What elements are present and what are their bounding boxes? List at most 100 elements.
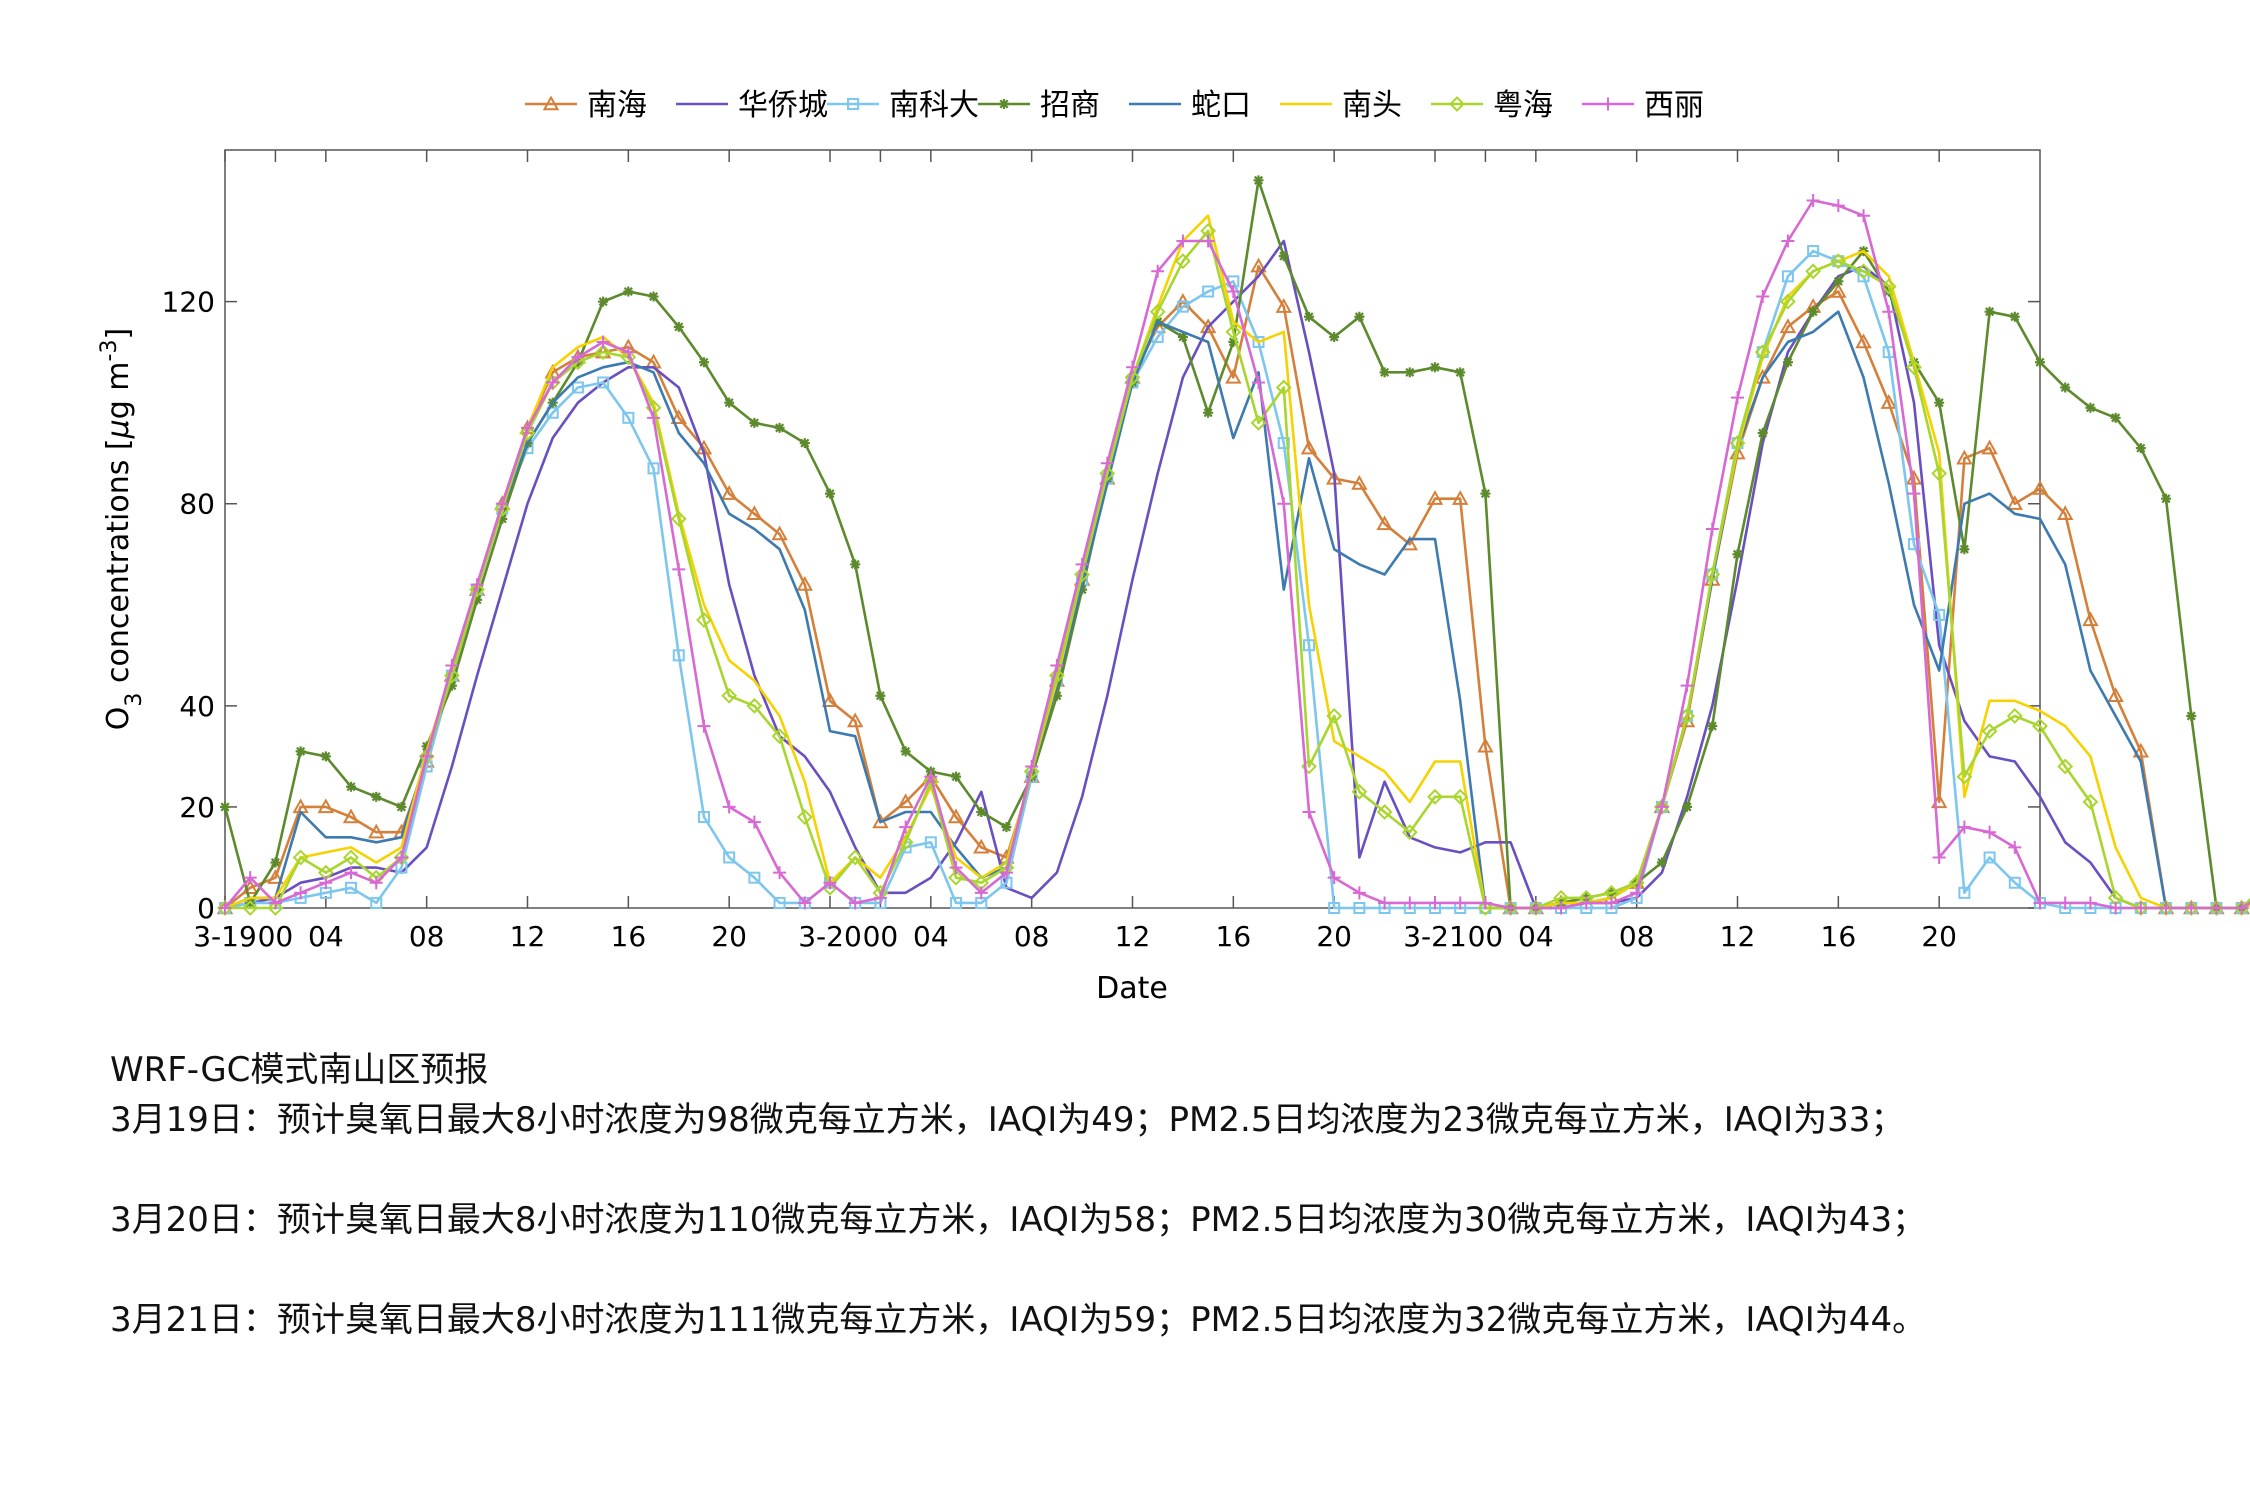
data-point bbox=[346, 781, 357, 792]
data-point bbox=[1426, 490, 1444, 505]
data-point bbox=[1253, 175, 1264, 186]
data-point bbox=[1025, 760, 1039, 774]
data-point bbox=[623, 286, 634, 297]
data-point bbox=[497, 513, 508, 524]
data-point bbox=[774, 422, 785, 433]
data-point bbox=[469, 581, 485, 598]
data-point bbox=[1707, 721, 1718, 732]
data-point bbox=[672, 562, 686, 576]
data-point bbox=[1808, 306, 1819, 317]
data-point bbox=[319, 876, 333, 890]
data-point bbox=[1328, 902, 1341, 914]
data-point bbox=[1880, 278, 1897, 295]
series-5 bbox=[224, 214, 2250, 910]
x-tick-label: 12 bbox=[1720, 920, 1756, 953]
data-point bbox=[2031, 480, 2049, 495]
data-point bbox=[1430, 362, 1440, 373]
x-tick-label: 3-20 bbox=[798, 920, 862, 953]
data-point bbox=[773, 896, 786, 909]
legend-label: 南头 bbox=[1342, 88, 1402, 123]
x-tick-label: 3-19 bbox=[193, 920, 257, 953]
data-point bbox=[394, 850, 408, 864]
x-tick-label: 16 bbox=[1216, 920, 1252, 953]
x-tick-label: 04 bbox=[913, 920, 949, 953]
data-point bbox=[647, 411, 661, 425]
x-tick-label: 08 bbox=[1014, 920, 1050, 953]
legend-label: 西丽 bbox=[1644, 88, 1704, 123]
data-point bbox=[1981, 723, 1998, 740]
data-point bbox=[2082, 793, 2099, 810]
data-point bbox=[2107, 687, 2124, 702]
data-point bbox=[2006, 708, 2023, 724]
data-point bbox=[847, 849, 864, 866]
data-point bbox=[976, 806, 987, 817]
data-point bbox=[1275, 379, 1292, 396]
x-tick-label: 20 bbox=[1316, 920, 1352, 953]
data-point bbox=[370, 896, 383, 909]
data-point bbox=[2132, 742, 2150, 758]
data-point bbox=[748, 871, 761, 884]
data-point bbox=[924, 770, 938, 784]
data-point bbox=[696, 612, 712, 628]
data-point bbox=[1201, 234, 1215, 248]
data-point bbox=[848, 896, 862, 910]
data-point bbox=[1302, 805, 1316, 819]
data-point bbox=[1250, 414, 1267, 431]
forecast-title: WRF-GC模式南山区预报 bbox=[110, 1050, 489, 1090]
data-point bbox=[1883, 286, 1894, 297]
data-point bbox=[720, 485, 738, 500]
data-point bbox=[2110, 412, 2121, 423]
series-line bbox=[224, 264, 2250, 910]
data-point bbox=[1277, 497, 1291, 511]
data-point bbox=[1754, 344, 1771, 361]
data-point bbox=[1427, 788, 1443, 805]
data-point bbox=[1731, 391, 1744, 405]
data-point bbox=[2083, 896, 2097, 910]
data-point bbox=[723, 851, 736, 864]
data-point bbox=[749, 417, 760, 428]
data-point bbox=[2058, 896, 2072, 910]
data-point bbox=[220, 801, 230, 812]
data-point bbox=[1554, 901, 1568, 915]
x-tick-label: 00 bbox=[1468, 920, 1504, 953]
data-point bbox=[270, 857, 281, 868]
data-point bbox=[951, 771, 962, 782]
data-point bbox=[1452, 788, 1469, 805]
data-point bbox=[1907, 538, 1920, 551]
data-point bbox=[1275, 298, 1292, 313]
data-point bbox=[396, 801, 407, 812]
x-tick-label: 12 bbox=[1115, 920, 1151, 953]
data-point bbox=[2032, 718, 2048, 734]
data-point bbox=[1326, 708, 1343, 724]
data-point bbox=[1604, 896, 1618, 910]
data-point bbox=[1779, 318, 1797, 334]
data-point bbox=[825, 488, 835, 499]
data-point bbox=[1958, 886, 1971, 899]
data-point bbox=[2135, 443, 2146, 454]
data-point bbox=[1428, 896, 1442, 910]
series-line bbox=[224, 239, 2250, 910]
data-point bbox=[2134, 901, 2148, 915]
data-point bbox=[1354, 311, 1365, 322]
data-point bbox=[1302, 639, 1315, 652]
data-point bbox=[317, 798, 335, 814]
data-point bbox=[1756, 290, 1770, 304]
data-point bbox=[1529, 901, 1543, 915]
data-point bbox=[1882, 305, 1896, 319]
data-point bbox=[1656, 857, 1667, 868]
data-point bbox=[1477, 737, 1494, 753]
data-point bbox=[670, 510, 687, 527]
data-point bbox=[267, 900, 284, 916]
data-point bbox=[267, 869, 284, 884]
data-point bbox=[2159, 901, 2173, 915]
data-point bbox=[445, 658, 459, 672]
data-point bbox=[2008, 840, 2022, 854]
data-point bbox=[1477, 900, 1494, 916]
data-point bbox=[1806, 194, 1820, 208]
series-line bbox=[224, 199, 2250, 910]
data-point bbox=[1404, 367, 1415, 378]
data-point bbox=[1099, 465, 1116, 482]
data-point bbox=[773, 866, 787, 880]
data-point bbox=[495, 497, 509, 511]
legend-label: 粤海 bbox=[1493, 88, 1553, 123]
